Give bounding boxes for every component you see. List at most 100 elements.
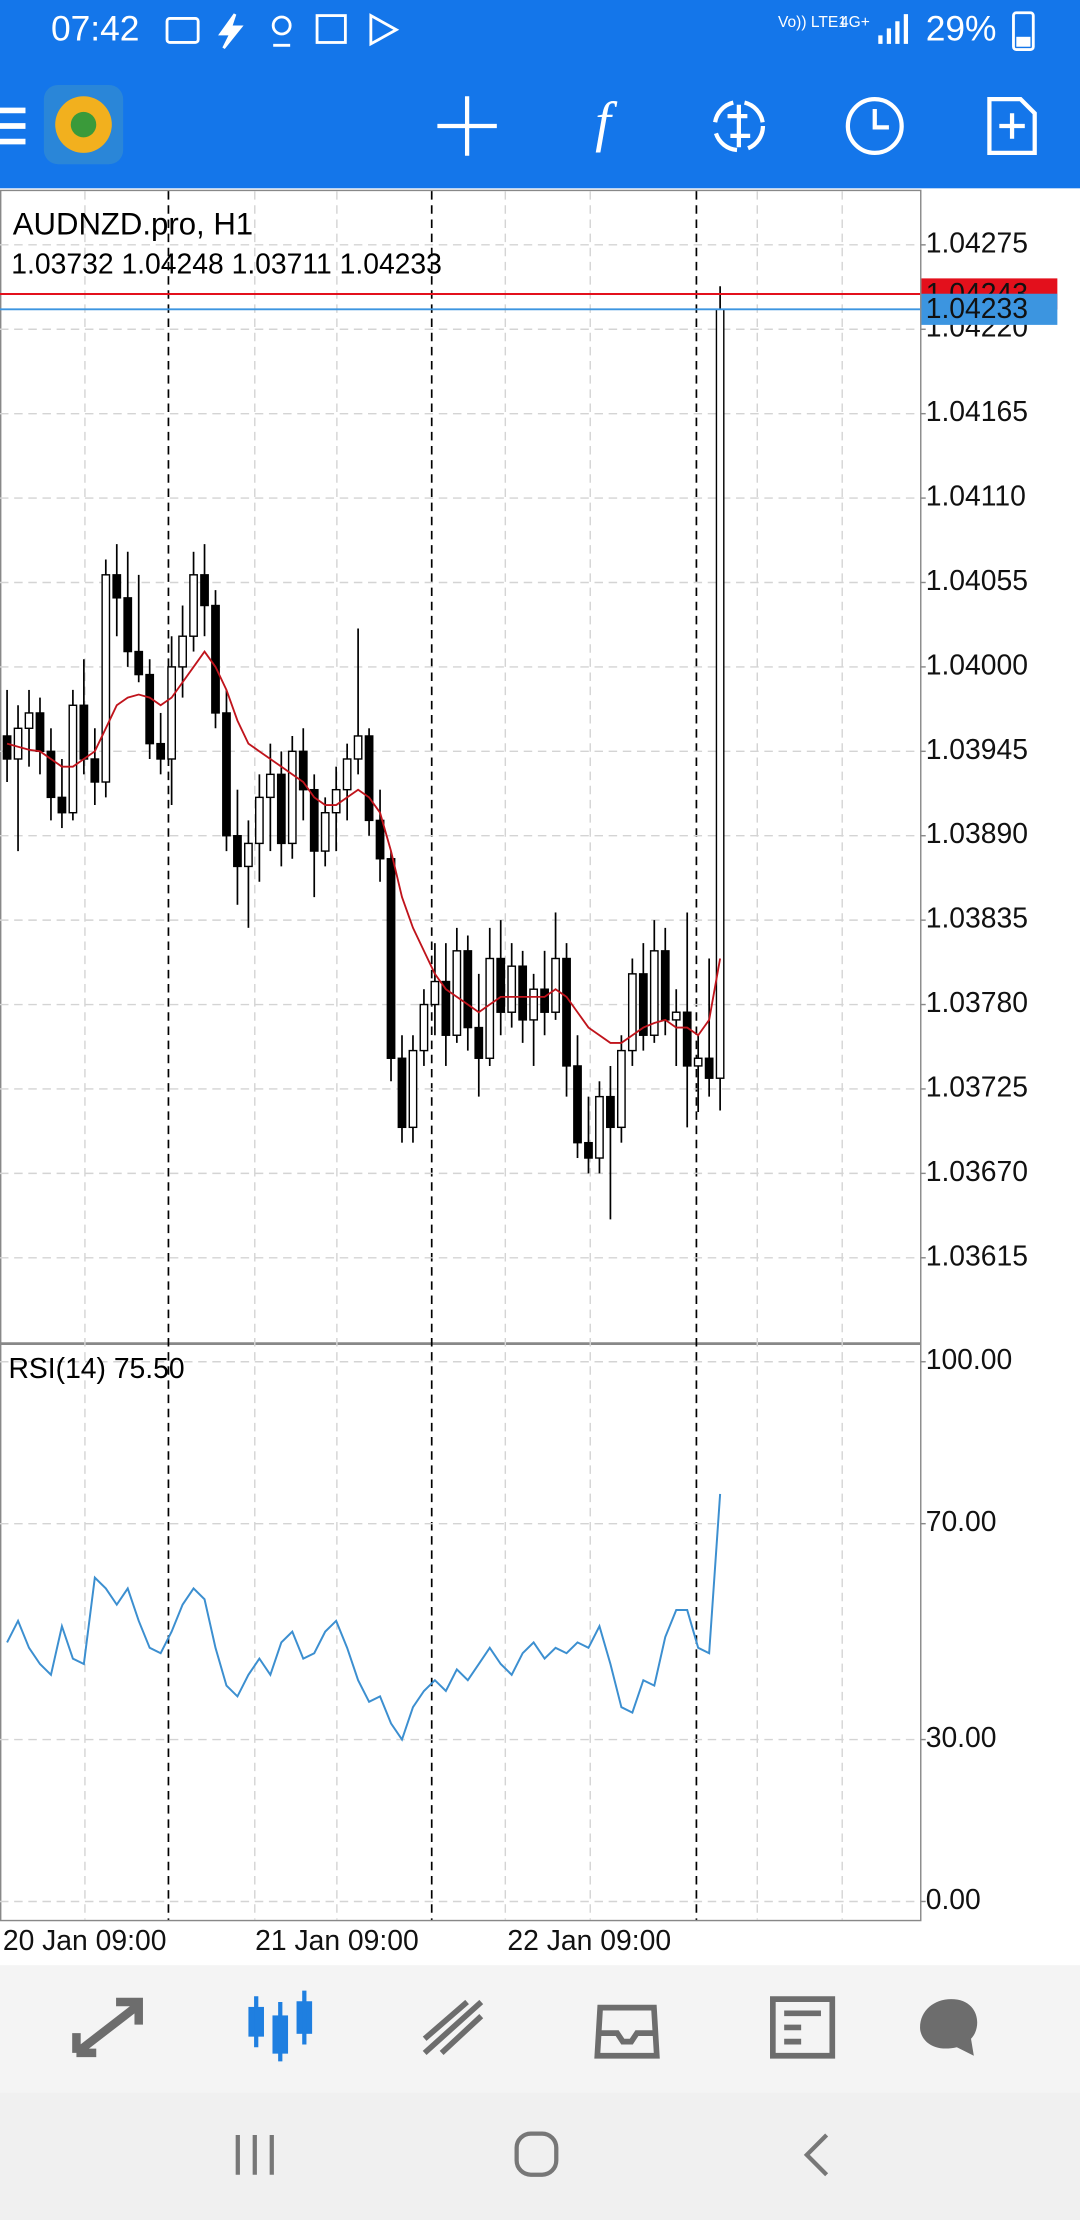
battery-level	[1016, 36, 1031, 47]
candle-body	[463, 950, 473, 1029]
bid-label-box	[921, 293, 1058, 325]
candle-body	[24, 712, 34, 730]
nav-charts[interactable]	[248, 1990, 313, 2062]
x-tick-label: 22 Jan 09:00	[507, 1924, 671, 1956]
candle-body	[419, 1003, 429, 1052]
candle-body	[123, 597, 133, 653]
y-tick-label: 1.04275	[926, 226, 1028, 258]
candle-body	[660, 950, 670, 1021]
candle-body	[287, 750, 297, 845]
nav-news[interactable]	[770, 1996, 836, 2059]
battery-icon	[1012, 11, 1035, 51]
y-tick-label: 1.03945	[926, 733, 1028, 765]
status-carrier: Vo)) LTE1	[778, 14, 847, 31]
y-tick-label: 1.03725	[926, 1070, 1028, 1102]
candle-body	[638, 973, 648, 1036]
y-tick-label: 1.04165	[926, 395, 1028, 427]
recent-apps[interactable]	[235, 2135, 274, 2175]
candle-body	[101, 574, 111, 783]
candle-body	[682, 1011, 692, 1067]
candle-body	[375, 819, 385, 860]
nav-chat[interactable]	[920, 1999, 978, 2056]
candle-body	[540, 988, 549, 1013]
bottom-nav	[0, 1965, 1080, 2093]
candle-body	[551, 957, 560, 1013]
candle-body	[112, 574, 122, 599]
candle-body	[627, 973, 637, 1052]
ohlc-readout: 1.03732 1.04248 1.03711 1.04233	[11, 248, 442, 280]
home-button[interactable]	[514, 2131, 559, 2177]
candle-body	[573, 1065, 582, 1144]
y-tick-label: 100.00	[926, 1343, 1013, 1375]
candle-body	[2, 735, 12, 760]
y-tick-label: 70.00	[926, 1505, 997, 1537]
top-bar	[0, 0, 1080, 189]
y-tick-label: 30.00	[926, 1721, 997, 1753]
candle-body	[606, 1095, 615, 1129]
vertical-grid	[84, 191, 843, 1920]
status-battery: 29%	[926, 9, 997, 48]
status-icons	[165, 13, 400, 50]
candle-body	[298, 750, 308, 791]
status-network: 4G+	[840, 14, 870, 31]
candle-body	[309, 788, 319, 852]
candle-body	[671, 1011, 681, 1021]
candle-body	[649, 950, 659, 1036]
candle-body	[79, 704, 89, 760]
candle-body	[46, 750, 56, 799]
candle-body	[584, 1141, 593, 1159]
y-tick-label: 1.03615	[926, 1239, 1028, 1271]
menu-button[interactable]	[0, 107, 26, 145]
candle-body	[200, 574, 209, 607]
nav-quotes[interactable]	[72, 1997, 143, 2058]
candle-body	[364, 735, 374, 822]
signal-icon	[878, 14, 909, 44]
candle-body	[57, 796, 67, 814]
moving-average	[6, 649, 722, 1044]
candle-body	[693, 1057, 703, 1067]
rsi-title: RSI(14) 75.50	[8, 1352, 184, 1384]
x-tick-label: 21 Jan 09:00	[255, 1924, 419, 1956]
candle-body	[331, 788, 341, 814]
candle-body	[320, 811, 330, 852]
bid-label: 1.04233	[926, 292, 1028, 324]
y-tick-label: 1.03780	[926, 986, 1028, 1018]
candle-body	[529, 988, 539, 1021]
trade-button[interactable]	[712, 99, 766, 153]
y-tick-label: 0.00	[926, 1883, 981, 1915]
candle-body	[430, 980, 440, 1006]
candle-body	[386, 858, 396, 1059]
new-order-button[interactable]	[987, 96, 1037, 156]
candle-body	[485, 957, 495, 1059]
crosshair-button[interactable]	[437, 96, 497, 156]
back-button[interactable]	[803, 2133, 829, 2177]
candle-body	[145, 673, 155, 745]
candle-body	[441, 980, 451, 1036]
chart-frame	[0, 189, 922, 1922]
candle-body	[342, 758, 352, 791]
candle-body	[353, 735, 363, 760]
candle-body	[13, 727, 23, 760]
status-time: 07:42	[51, 9, 140, 48]
history-button[interactable]	[845, 96, 904, 156]
y-tick-label: 1.03890	[926, 817, 1028, 849]
candle-body	[474, 1026, 484, 1059]
candle-body	[254, 796, 264, 845]
x-tick-label: 20 Jan 09:00	[3, 1924, 167, 1956]
nav-history[interactable]	[594, 2004, 660, 2059]
app-logo-core	[70, 111, 97, 138]
rsi-line	[6, 1493, 722, 1742]
candle-body	[222, 712, 231, 837]
y-tick-label: 1.04000	[926, 648, 1028, 680]
candle-body	[211, 604, 220, 714]
y-tick-label: 1.04055	[926, 564, 1028, 596]
candle-body	[704, 1057, 714, 1079]
y-tick-label: 1.03670	[926, 1155, 1028, 1187]
nav-trade[interactable]	[422, 1999, 484, 2056]
candle-body	[452, 950, 462, 1036]
candle-body	[265, 773, 275, 799]
candle-body	[167, 666, 177, 760]
candle-body	[244, 842, 253, 868]
